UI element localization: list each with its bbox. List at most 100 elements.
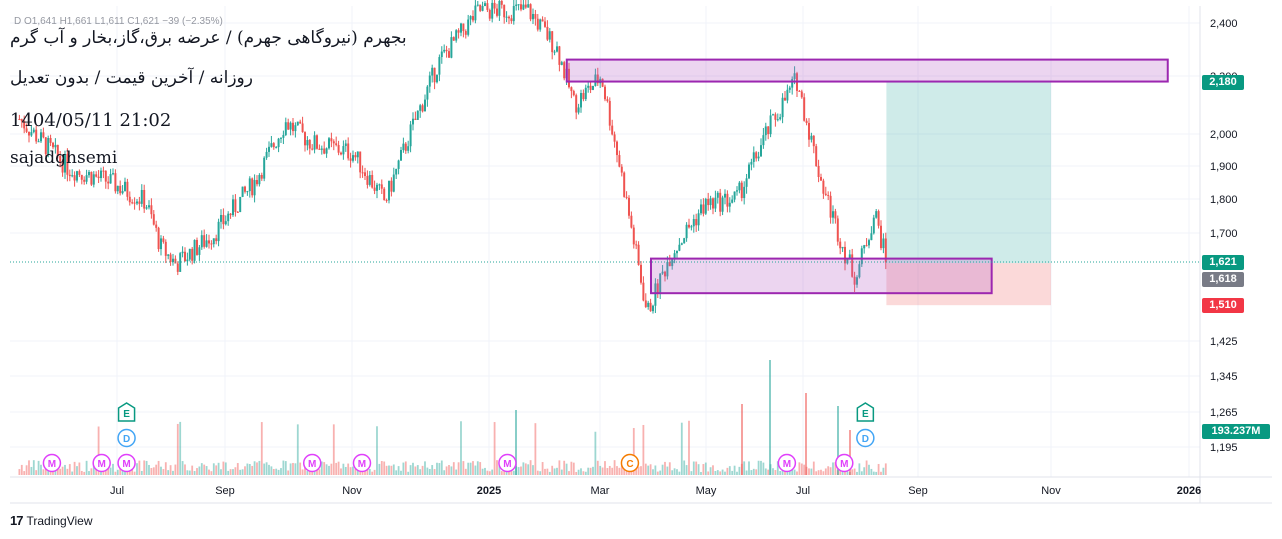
volume-bar	[30, 466, 33, 475]
candle-body	[183, 251, 186, 262]
volume-bar	[632, 428, 635, 475]
candle-body	[335, 143, 338, 146]
candle-body	[49, 138, 52, 143]
volume-bar	[628, 470, 630, 475]
volume-bar	[320, 461, 323, 475]
candle-body	[44, 137, 47, 155]
candle-body	[853, 276, 856, 285]
volume-bar	[690, 471, 693, 475]
volume-bar	[815, 471, 818, 475]
candle-body	[589, 85, 592, 90]
volume-bar	[853, 468, 856, 475]
position-box[interactable]	[886, 81, 1051, 306]
candle-body	[527, 4, 530, 8]
event-marker-label: M	[503, 459, 511, 470]
candle-body	[126, 181, 129, 197]
candle-body	[723, 193, 726, 198]
volume-bar	[582, 471, 585, 475]
candle-body	[71, 175, 74, 177]
candle-body	[227, 213, 230, 222]
candle-body	[654, 283, 657, 306]
volume-bar	[155, 464, 158, 475]
candle-body	[179, 253, 182, 272]
candle-body	[167, 254, 170, 256]
volume-bar	[188, 470, 191, 475]
volume-bar	[524, 463, 527, 475]
volume-bar	[820, 469, 822, 475]
volume-bar	[90, 468, 93, 475]
event-marker-label: M	[308, 459, 316, 470]
candle-body	[411, 118, 414, 125]
candle-body	[147, 205, 150, 208]
volume-bar	[344, 466, 347, 475]
event-marker-label: D	[862, 434, 869, 445]
x-axis-labels[interactable]: Jul Sep Nov 2025 Mar May Jul Sep Nov 2026	[110, 485, 1201, 497]
candle-body	[455, 30, 458, 41]
candle-body	[779, 117, 782, 120]
volume-bar	[248, 464, 251, 475]
volume-bar	[565, 463, 568, 475]
volume-bar	[496, 460, 498, 475]
x-tick-label: May	[696, 485, 717, 497]
candle-body	[695, 219, 698, 226]
volume-bar	[656, 471, 659, 475]
volume-bar	[198, 466, 201, 475]
candle-body	[399, 150, 402, 161]
volume-bar	[419, 469, 422, 475]
candle-body	[313, 135, 316, 150]
zone-rectangles[interactable]	[565, 58, 1169, 295]
volume-bar	[577, 469, 580, 475]
candles	[18, 0, 887, 314]
candle-body	[258, 174, 261, 185]
candle-body	[272, 143, 275, 148]
volume-bar	[692, 461, 695, 475]
candle-body	[637, 244, 640, 265]
candle-body	[104, 170, 107, 182]
volume-bar	[323, 462, 326, 475]
candle-body	[447, 51, 450, 58]
volume-bar	[800, 463, 803, 475]
candle-body	[414, 118, 417, 120]
volume-bar	[796, 471, 798, 475]
candle-body	[73, 175, 76, 181]
candle-body	[812, 135, 815, 147]
candle-body	[416, 110, 419, 120]
volume-bar	[719, 471, 722, 475]
volume-bar	[856, 471, 858, 475]
candle-body	[47, 138, 50, 155]
candle-body	[260, 174, 263, 179]
volume-bar	[200, 463, 203, 475]
volume-bar	[138, 460, 141, 475]
event-marker-icon	[117, 428, 136, 448]
candle-body	[371, 175, 374, 188]
candle-body	[803, 97, 806, 121]
candle-body	[431, 67, 434, 76]
volume-bar	[208, 469, 210, 475]
volume-bar	[172, 470, 174, 475]
candle-body	[375, 184, 378, 191]
volume-bar	[544, 468, 546, 475]
volume-bar	[56, 467, 59, 475]
volume-bar	[306, 470, 309, 475]
volume-bar	[143, 460, 146, 475]
volume-bar	[186, 470, 189, 475]
volume-bar	[772, 468, 774, 475]
volume-bar	[148, 464, 150, 475]
volume-spike	[805, 393, 807, 475]
volume-bar	[224, 462, 227, 475]
volume-bar	[709, 467, 712, 475]
candle-body	[308, 140, 311, 149]
event-markers[interactable]: M M M M M M C M M D E D E	[42, 402, 875, 473]
volume-bar	[880, 471, 882, 475]
resistance-zone	[565, 58, 1169, 83]
volume-bar	[292, 462, 294, 475]
volume-bars	[18, 360, 887, 475]
volume-bar	[196, 468, 198, 475]
candle-body	[140, 189, 143, 204]
candle-body	[647, 302, 650, 307]
candle-body	[443, 49, 446, 52]
volume-bar	[467, 462, 470, 475]
tradingview-brand[interactable]: 17 TradingView	[10, 513, 93, 528]
candle-body	[171, 258, 174, 263]
